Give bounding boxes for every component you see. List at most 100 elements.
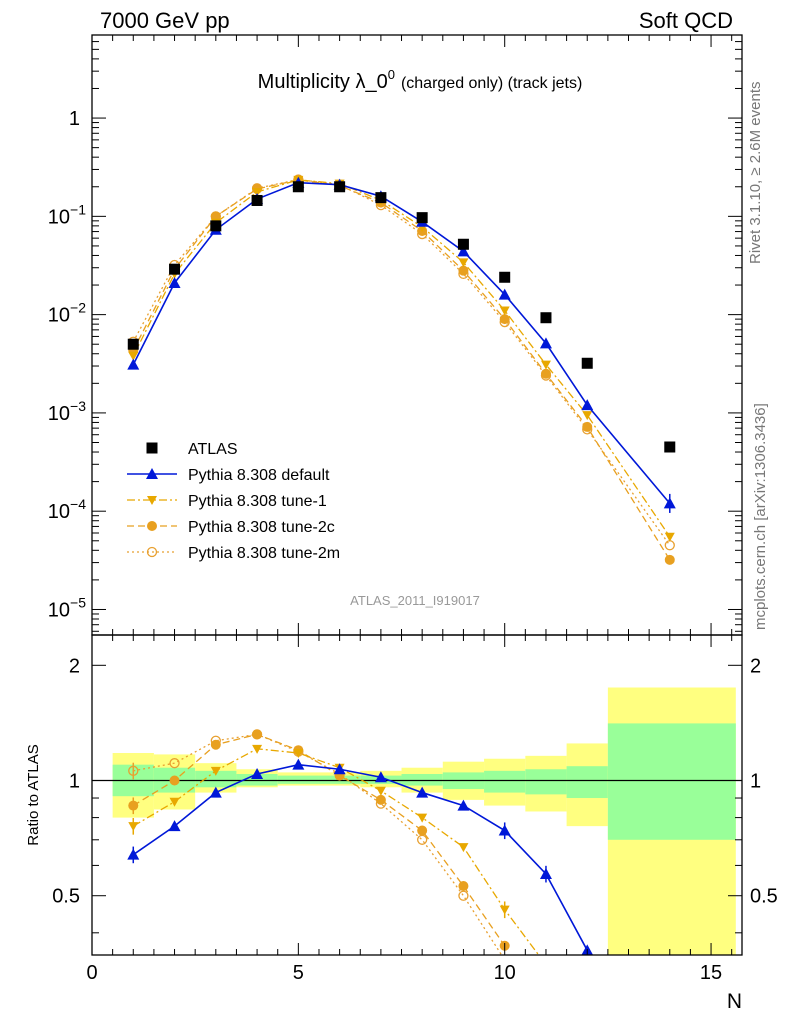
legend-marker <box>146 468 158 479</box>
ratio-y-tick-label: 2 <box>69 655 80 677</box>
data-point <box>169 263 181 275</box>
y-tick-base: 10 <box>48 403 70 425</box>
ratio-line <box>132 763 588 951</box>
analysis-watermark: ATLAS_2011_I919017 <box>350 593 480 608</box>
data-point <box>581 399 594 411</box>
series-2 <box>128 175 675 542</box>
y-tick-label: 10−3 <box>48 398 86 425</box>
plot-title: Multiplicity λ_00 (charged only) (track j… <box>258 67 583 93</box>
data-point <box>581 357 593 369</box>
data-point <box>458 258 469 268</box>
data-point <box>582 411 593 421</box>
legend-label: Pythia 8.308 tune-2c <box>188 519 335 536</box>
data-point <box>416 212 428 224</box>
ratio-point <box>458 890 469 901</box>
legend-marker <box>146 546 158 558</box>
stat-uncertainty-band <box>484 770 526 793</box>
ratio-point <box>169 775 180 786</box>
y-tick-label: 10−2 <box>48 300 86 327</box>
ratio-point <box>541 961 551 970</box>
stat-uncertainty-band <box>277 775 319 784</box>
ratio-point <box>417 825 428 836</box>
ratio-point <box>210 739 221 750</box>
legend-marker <box>146 442 158 454</box>
legend-label: ATLAS <box>188 441 238 458</box>
mcplots-reference-label: mcplots.cern.ch [arXiv:1306.3436] <box>752 403 769 630</box>
ratio-point <box>498 824 511 836</box>
ratio-frame <box>91 634 743 956</box>
ratio-plot-area: 0 5 10 15 0.5 0.5 1 1 2 2 <box>52 634 778 984</box>
ratio-line <box>132 733 506 947</box>
ratio-point <box>128 800 139 811</box>
stat-uncertainty-band <box>525 769 567 795</box>
data-point <box>498 288 511 300</box>
data-point <box>540 368 551 379</box>
legend-label: Pythia 8.308 default <box>188 467 330 484</box>
data-point <box>664 441 676 453</box>
legend-label: Pythia 8.308 tune-2m <box>188 545 340 562</box>
y-tick-label: 1 <box>69 108 80 130</box>
legend-marker <box>147 521 157 531</box>
y-tick-exponent: −2 <box>70 300 86 316</box>
y-tick-exponent: −1 <box>70 201 86 217</box>
ratio-y-tick-label: 1 <box>69 771 80 793</box>
header-left-label: 7000 GeV pp <box>100 8 230 33</box>
ratio-point <box>458 881 469 892</box>
plot-title-small: (charged only) (track jets) <box>401 75 582 92</box>
data-point <box>292 181 304 193</box>
ratio-point <box>375 786 386 796</box>
series-0 <box>127 181 676 453</box>
ratio-series-2 <box>128 729 510 951</box>
plot-title-main: Multiplicity λ_0 <box>258 71 388 93</box>
series-1 <box>127 176 676 513</box>
ratio-series <box>127 729 594 970</box>
legend-entry: Pythia 8.308 tune-2m <box>127 545 340 562</box>
data-point <box>210 220 222 232</box>
ratio-point <box>209 786 222 798</box>
stat-uncertainty-band <box>607 723 736 840</box>
ratio-point <box>127 848 140 860</box>
y-tick-label: 10−1 <box>48 201 86 228</box>
data-point <box>168 276 181 288</box>
stat-uncertainty-band <box>236 773 278 786</box>
stat-uncertainty-band <box>401 773 443 786</box>
ratio-point <box>169 797 180 807</box>
ratio-point <box>128 822 139 832</box>
data-point <box>127 358 140 370</box>
ratio-y-tick-label-right: 0.5 <box>750 886 778 908</box>
data-point <box>664 532 675 542</box>
y-tick-base: 10 <box>48 501 70 523</box>
ratio-point <box>457 799 470 811</box>
ratio-line <box>133 733 503 955</box>
main-plot-area: 110−110−210−310−410−5 <box>48 34 743 636</box>
legend-marker <box>147 496 157 505</box>
ratio-point <box>375 794 386 805</box>
header-right-label: Soft QCD <box>639 8 733 33</box>
data-point <box>664 554 675 565</box>
y-tick-base: 10 <box>48 305 70 327</box>
legend-entry: ATLAS <box>146 441 238 458</box>
data-point <box>582 421 593 432</box>
plot-title-superscript: 0 <box>388 67 395 82</box>
data-point <box>540 360 551 370</box>
data-point <box>540 312 552 324</box>
ratio-point <box>169 758 180 769</box>
legend-label: Pythia 8.308 tune-1 <box>188 493 327 510</box>
ratio-point <box>252 729 263 740</box>
data-point <box>127 338 139 350</box>
y-tick-base: 10 <box>48 599 70 621</box>
data-point <box>457 245 470 257</box>
x-tick-label: 0 <box>86 962 97 984</box>
data-point <box>539 337 552 349</box>
data-point <box>499 271 511 283</box>
x-tick-label: 15 <box>700 962 722 984</box>
y-tick-exponent: −3 <box>70 398 86 414</box>
ratio-y-tick-label: 0.5 <box>52 886 80 908</box>
data-point <box>252 187 263 197</box>
data-point <box>458 265 469 276</box>
ratio-point <box>539 867 552 879</box>
data-point <box>375 192 387 204</box>
ratio-point <box>417 834 428 845</box>
y-tick-exponent: −4 <box>70 496 86 512</box>
